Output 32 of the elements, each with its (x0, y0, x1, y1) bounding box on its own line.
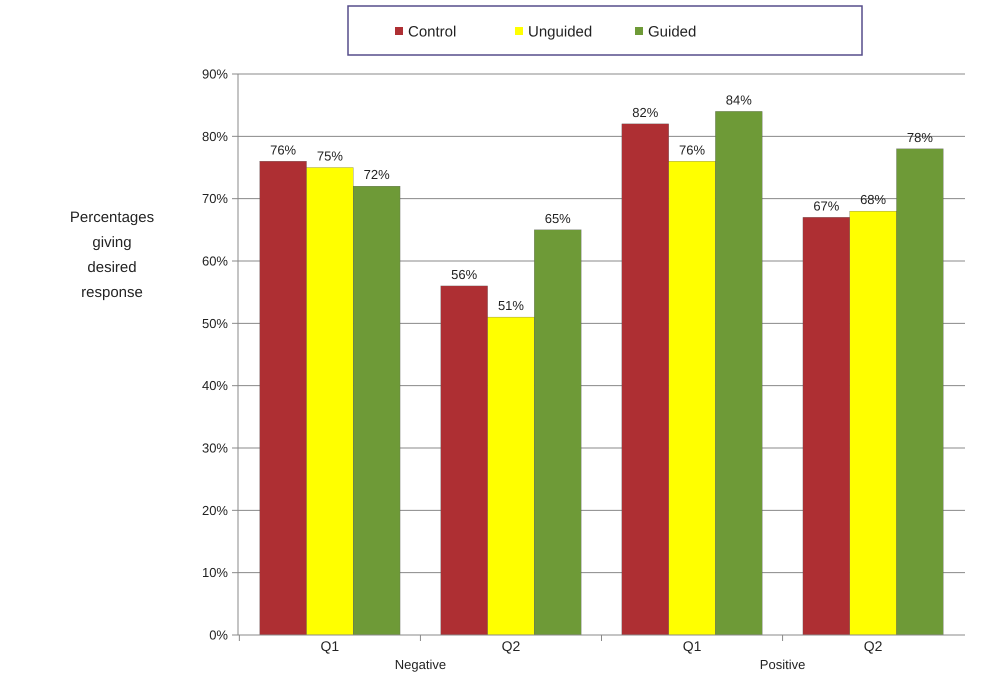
data-label: 72% (364, 167, 390, 182)
data-label: 76% (679, 142, 706, 158)
text: Positive (760, 657, 806, 672)
y-tick-label: 60% (202, 254, 228, 269)
legend-label: Unguided (528, 23, 592, 40)
x-tick-label: Q1 (320, 638, 340, 654)
x-tick-label: Q2 (502, 638, 521, 654)
text: Negative (394, 657, 446, 672)
x-tick-label: Q2 (864, 638, 883, 654)
y-tick-label: 90% (202, 66, 228, 82)
x-tick-label: Q1 (682, 638, 702, 654)
legend-label: Control (408, 23, 456, 40)
data-label: 78% (906, 130, 934, 145)
y-tick-label: 50% (202, 316, 228, 331)
y-tick-label: 40% (202, 378, 228, 394)
data-label: 51% (498, 298, 524, 314)
data-label: 68% (860, 192, 887, 208)
data-label: 67% (813, 198, 840, 214)
y-axis-title: Percentages giving desired response (70, 209, 154, 301)
data-label: 76% (270, 142, 297, 158)
y-tick-label: 20% (202, 502, 228, 518)
data-label: 82% (632, 104, 659, 120)
y-tick-label: 0% (209, 628, 228, 643)
data-label: 65% (544, 210, 572, 226)
y-tick-label: 80% (202, 128, 228, 144)
data-label: 84% (726, 92, 752, 108)
data-label: 75% (316, 148, 344, 164)
legend-label: Guided (648, 23, 696, 40)
y-tick-label: 30% (202, 440, 228, 456)
y-tick-label: 10% (202, 565, 228, 580)
data-label: 56% (451, 266, 478, 282)
y-tick-label: 70% (202, 191, 228, 206)
